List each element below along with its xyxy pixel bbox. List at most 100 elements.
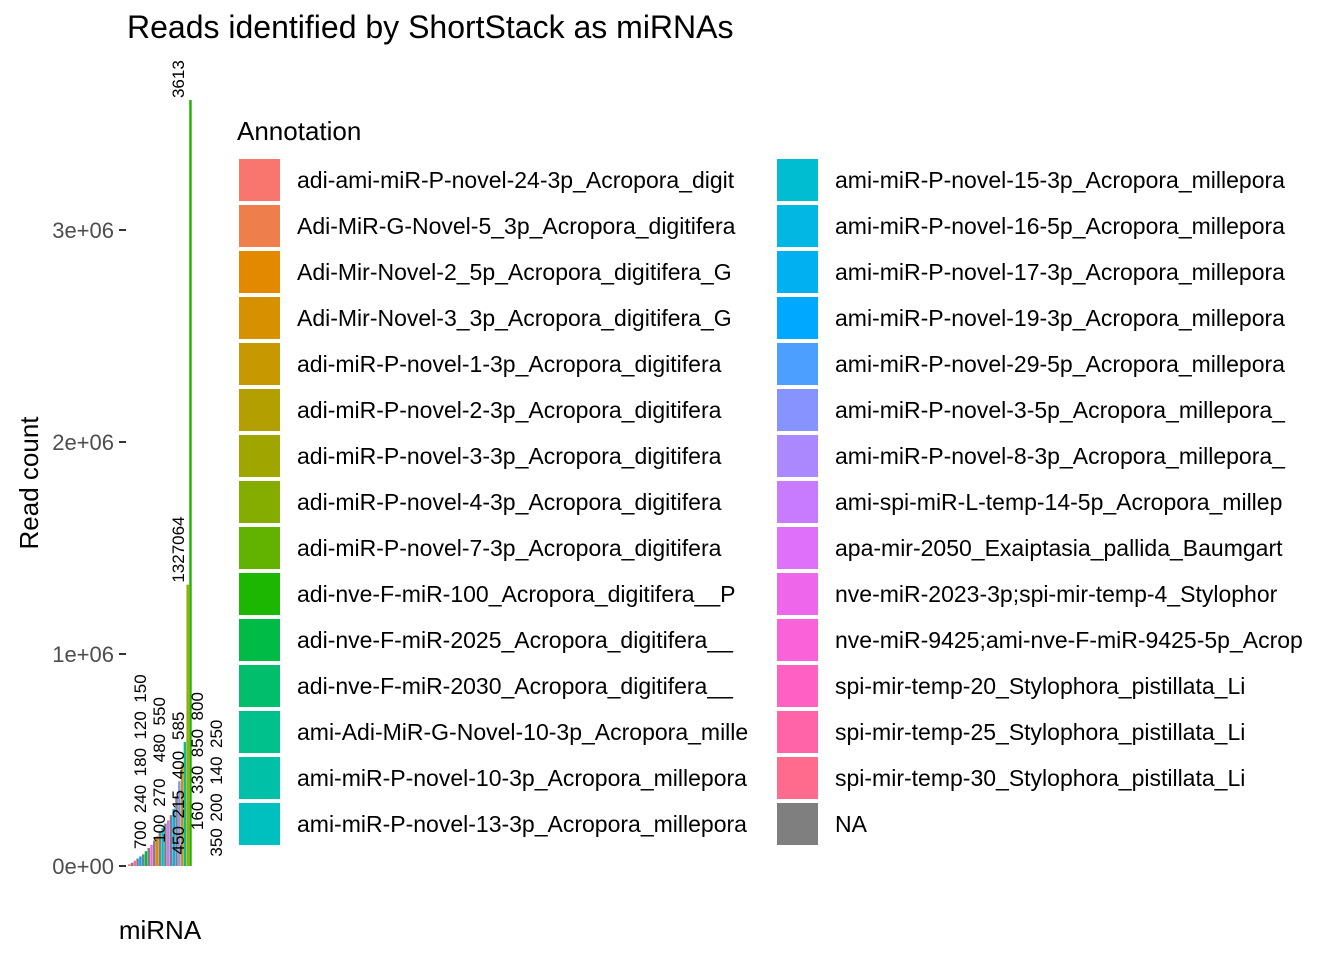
legend-key bbox=[237, 249, 282, 295]
legend-label: ami-miR-P-novel-29-5p_Acropora_millepora bbox=[835, 351, 1285, 377]
legend-label: ami-miR-P-novel-3-5p_Acropora_millepora_ bbox=[835, 397, 1286, 423]
legend-key bbox=[237, 755, 282, 801]
bar-label: 480 bbox=[150, 734, 169, 762]
bar bbox=[189, 100, 192, 866]
legend-key bbox=[237, 663, 282, 709]
legend-label: ami-miR-P-novel-15-3p_Acropora_millepora bbox=[835, 167, 1285, 193]
bar-label: 270 bbox=[150, 778, 169, 806]
y-tick-label: 1e+06 bbox=[52, 642, 114, 667]
legend-label: ami-Adi-MiR-G-Novel-10-3p_Acropora_mille bbox=[297, 719, 748, 745]
bar-label: 120 bbox=[131, 711, 150, 739]
legend-label: NA bbox=[835, 811, 868, 837]
legend-key bbox=[237, 479, 282, 525]
legend-key bbox=[237, 433, 282, 479]
legend-key bbox=[237, 525, 282, 571]
legend-label: adi-miR-P-novel-7-3p_Acropora_digitifera bbox=[297, 535, 722, 561]
bar bbox=[166, 820, 170, 866]
bar bbox=[169, 815, 173, 866]
bar bbox=[153, 840, 156, 866]
legend-key bbox=[775, 203, 820, 249]
legend-label: adi-nve-F-miR-2025_Acropora_digitifera__ bbox=[297, 627, 734, 653]
bar-label: 3613 bbox=[169, 60, 188, 98]
bar-label: 800 bbox=[188, 692, 207, 720]
legend-key bbox=[775, 433, 820, 479]
legend-key bbox=[775, 801, 820, 847]
legend-label: adi-nve-F-miR-2030_Acropora_digitifera__ bbox=[297, 673, 734, 699]
legend-key bbox=[237, 571, 282, 617]
legend-label: Adi-MiR-G-Novel-5_3p_Acropora_digitifera bbox=[297, 213, 736, 239]
legend-label: adi-nve-F-miR-100_Acropora_digitifera__P bbox=[297, 581, 735, 607]
bar-label: 585 bbox=[169, 712, 188, 740]
legend-key bbox=[775, 157, 820, 203]
legend-label: nve-miR-9425;ami-nve-F-miR-9425-5p_Acrop bbox=[835, 627, 1303, 653]
legend-key bbox=[775, 617, 820, 663]
legend-label: adi-miR-P-novel-1-3p_Acropora_digitifera bbox=[297, 351, 722, 377]
legend-key bbox=[775, 755, 820, 801]
bar-label: 215 bbox=[169, 790, 188, 818]
bar-label: 850 bbox=[188, 729, 207, 757]
legend-label: ami-miR-P-novel-13-3p_Acropora_millepora bbox=[297, 811, 747, 837]
legend-key bbox=[775, 387, 820, 433]
bar bbox=[128, 864, 131, 866]
bar-label: 350 bbox=[207, 828, 226, 856]
legend-label: adi-ami-miR-P-novel-24-3p_Acropora_digit bbox=[297, 167, 735, 193]
bar-label: 100 bbox=[150, 814, 169, 842]
legend-label: ami-miR-P-novel-19-3p_Acropora_millepora bbox=[835, 305, 1285, 331]
bar bbox=[164, 823, 167, 866]
y-tick-label: 2e+06 bbox=[52, 430, 114, 455]
bar bbox=[130, 862, 134, 866]
legend-key bbox=[775, 709, 820, 755]
bar-label: 1327064 bbox=[169, 516, 188, 582]
bar bbox=[139, 856, 142, 866]
bar-label: 140 bbox=[207, 756, 226, 784]
legend-key bbox=[775, 295, 820, 341]
bar-label: 160 bbox=[188, 802, 207, 830]
legend-key bbox=[775, 479, 820, 525]
legend-label: adi-miR-P-novel-4-3p_Acropora_digitifera bbox=[297, 489, 722, 515]
legend-key bbox=[237, 295, 282, 341]
bar bbox=[141, 854, 145, 866]
bar bbox=[158, 832, 162, 866]
legend-label: ami-miR-P-novel-17-3p_Acropora_millepora bbox=[835, 259, 1285, 285]
bar bbox=[178, 781, 181, 866]
bar-label: 150 bbox=[131, 674, 150, 702]
bar bbox=[144, 851, 148, 866]
legend-label: ami-miR-P-novel-16-5p_Acropora_millepora bbox=[835, 213, 1285, 239]
bar-label: 400 bbox=[169, 751, 188, 779]
bar bbox=[150, 844, 153, 866]
legend-key bbox=[237, 617, 282, 663]
legend-key bbox=[237, 341, 282, 387]
legend: adi-ami-miR-P-novel-24-3p_Acropora_digit… bbox=[237, 157, 1303, 847]
legend-key bbox=[775, 341, 820, 387]
legend-key bbox=[775, 571, 820, 617]
bar-label: 240 bbox=[131, 785, 150, 813]
legend-label: spi-mir-temp-20_Stylophora_pistillata_Li bbox=[835, 673, 1245, 699]
bar bbox=[172, 808, 176, 866]
x-axis-label: miRNA bbox=[119, 915, 202, 945]
bar bbox=[155, 836, 159, 866]
bar bbox=[136, 858, 139, 866]
legend-key bbox=[237, 157, 282, 203]
y-tick-label: 3e+06 bbox=[52, 218, 114, 243]
y-axis-label: Read count bbox=[14, 416, 44, 550]
y-axis: 0e+00 1e+06 2e+06 3e+06 bbox=[52, 218, 126, 879]
legend-key bbox=[775, 249, 820, 295]
legend-key bbox=[775, 525, 820, 571]
bars bbox=[128, 100, 192, 866]
bar bbox=[161, 827, 164, 866]
bar bbox=[133, 860, 137, 866]
bar bbox=[183, 741, 187, 866]
legend-label: adi-miR-P-novel-3-3p_Acropora_digitifera bbox=[297, 443, 722, 469]
bar-label: 180 bbox=[131, 748, 150, 776]
legend-label: ami-miR-P-novel-10-3p_Acropora_millepora bbox=[297, 765, 747, 791]
legend-label: nve-miR-2023-3p;spi-mir-temp-4_Stylophor bbox=[835, 581, 1278, 607]
bar bbox=[186, 584, 189, 866]
bar-label: 450 bbox=[169, 826, 188, 854]
bar-label: 550 bbox=[150, 697, 169, 725]
y-tick-label: 0e+00 bbox=[52, 854, 114, 879]
legend-key bbox=[237, 203, 282, 249]
legend-label: Adi-Mir-Novel-2_5p_Acropora_digitifera_G bbox=[297, 259, 732, 285]
legend-key bbox=[237, 709, 282, 755]
